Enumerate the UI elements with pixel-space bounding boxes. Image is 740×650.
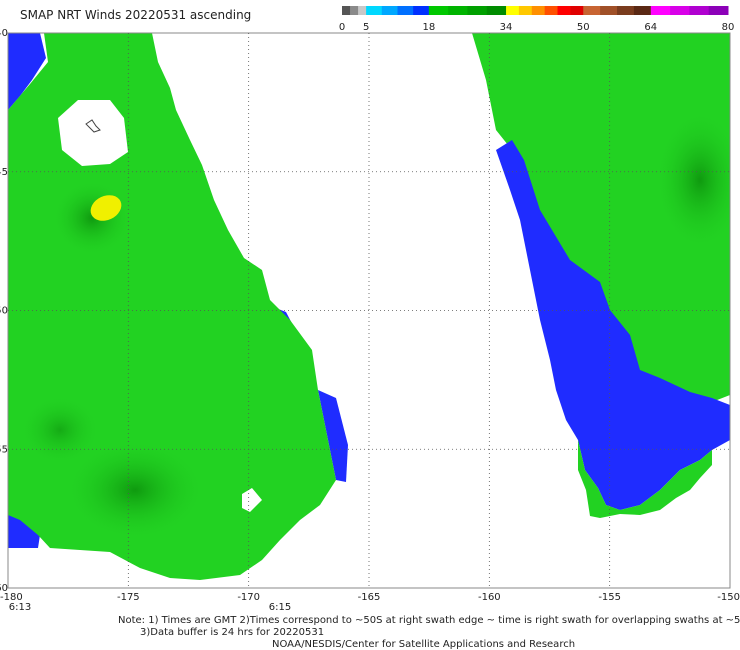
colorbar-tick-label: 64 <box>644 22 657 32</box>
left-swath-small-hole <box>242 488 262 512</box>
longitude-tick-label: -170 <box>237 592 260 603</box>
colorbar-tick-label: 50 <box>577 22 590 32</box>
colorbar-tick-label: 5 <box>363 22 369 32</box>
colorbar-swatch <box>633 6 652 15</box>
colorbar-swatch <box>486 6 507 15</box>
colorbar-swatch <box>506 6 520 15</box>
colorbar-swatch <box>342 6 351 15</box>
colorbar-tick-label: 80 <box>722 22 735 32</box>
colorbar-swatch <box>708 6 729 15</box>
colorbar-tick-label: 34 <box>500 22 513 32</box>
latitude-tick-label: -45 <box>0 167 8 178</box>
left-swath-hole <box>58 100 128 166</box>
colorbar-swatch <box>544 6 559 15</box>
colorbar-tick-label: 0 <box>339 22 345 32</box>
longitude-tick-label: -150 <box>717 592 740 603</box>
dark-green-patch-sw <box>20 395 100 465</box>
left-swath-blue-topleft <box>8 33 46 110</box>
dark-green-patch-south <box>65 440 205 540</box>
colorbar-swatch <box>448 6 468 15</box>
colorbar-swatch <box>413 6 430 15</box>
colorbar-swatch <box>531 6 546 15</box>
latitude-tick-label: -60 <box>0 583 8 594</box>
land-contour <box>85 119 101 133</box>
colorbar-swatch <box>583 6 601 15</box>
colorbar-swatch <box>689 6 710 15</box>
colorbar-swatch <box>600 6 618 15</box>
colorbar-swatch <box>366 6 383 15</box>
colorbar-ticks: 0 5 18 34 50 64 80 <box>339 22 735 32</box>
colorbar-swatch <box>358 6 367 15</box>
colorbar-swatch <box>570 6 584 15</box>
colorbar-swatch <box>650 6 671 15</box>
colorbar-swatch <box>670 6 690 15</box>
swath-time-labels: 6:13 6:15 <box>9 602 291 613</box>
right-swath-green-bottom <box>578 440 712 518</box>
latitude-tick-label: -40 <box>0 28 8 39</box>
note-line-2: 3)Data buffer is 24 hrs for 20220531 <box>140 627 325 638</box>
latitude-labels: -40 -45 -50 -55 -60 <box>0 28 8 594</box>
note-line-3: NOAA/NESDIS/Center for Satellite Applica… <box>272 639 576 650</box>
colorbar: 0 5 18 34 50 64 80 <box>339 6 735 32</box>
latitude-tick-label: -55 <box>0 444 8 455</box>
left-swath-blue-right <box>318 390 348 482</box>
colorbar-swatch <box>381 6 398 15</box>
colorbar-tick-label: 18 <box>422 22 435 32</box>
longitude-tick-label: -165 <box>358 592 381 603</box>
colorbar-swatch <box>428 6 449 15</box>
swath-time-label: 6:15 <box>269 602 291 613</box>
colorbar-swatch <box>557 6 571 15</box>
colorbar-swatch <box>397 6 414 15</box>
right-swath-blue <box>496 140 730 510</box>
swath-time-label: 6:13 <box>9 602 31 613</box>
high-wind-spot <box>90 195 122 221</box>
left-swath-blue-bottomleft <box>8 510 40 548</box>
colorbar-segments <box>342 6 729 15</box>
colorbar-swatch <box>518 6 533 15</box>
latitude-tick-label: -50 <box>0 306 8 317</box>
dark-green-patch-north <box>52 180 132 256</box>
longitude-labels: -180 -175 -170 -165 -160 -155 -150 <box>0 592 740 603</box>
colorbar-swatch <box>350 6 359 15</box>
longitude-tick-label: -155 <box>598 592 621 603</box>
map-title: SMAP NRT Winds 20220531 ascending <box>20 8 252 22</box>
right-swath-dark-green <box>655 110 730 250</box>
colorbar-swatch <box>467 6 488 15</box>
longitude-tick-label: -180 <box>0 592 23 603</box>
colorbar-swatch <box>617 6 635 15</box>
graticule <box>8 33 730 588</box>
longitude-tick-label: -160 <box>478 592 501 603</box>
note-line-1: Note: 1) Times are GMT 2)Times correspon… <box>118 615 740 626</box>
longitude-tick-label: -175 <box>117 592 140 603</box>
right-swath-green <box>472 33 730 402</box>
